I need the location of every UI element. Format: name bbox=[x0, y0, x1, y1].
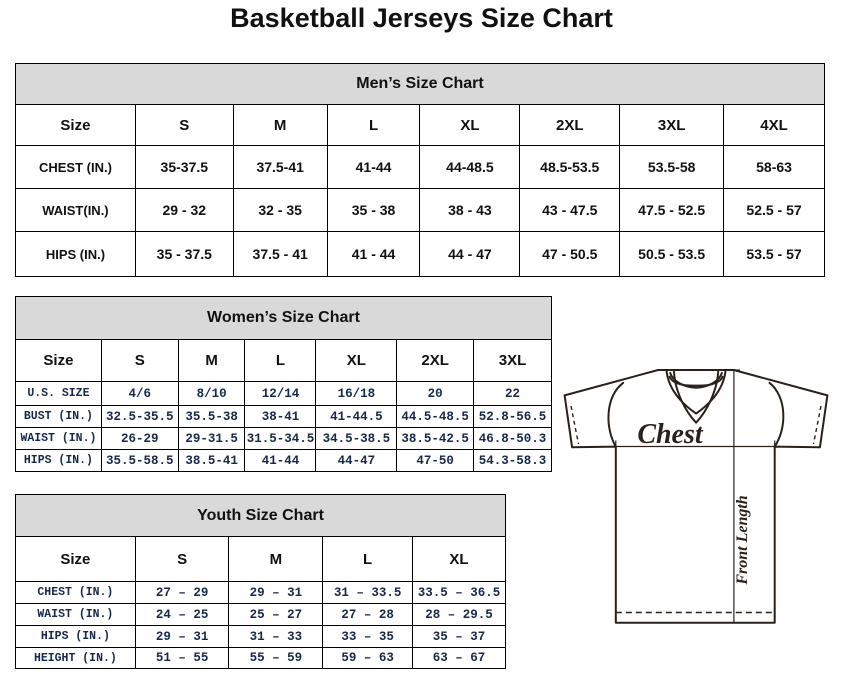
svg-text:Chest: Chest bbox=[637, 419, 704, 450]
svg-text:Front Length: Front Length bbox=[734, 495, 751, 585]
